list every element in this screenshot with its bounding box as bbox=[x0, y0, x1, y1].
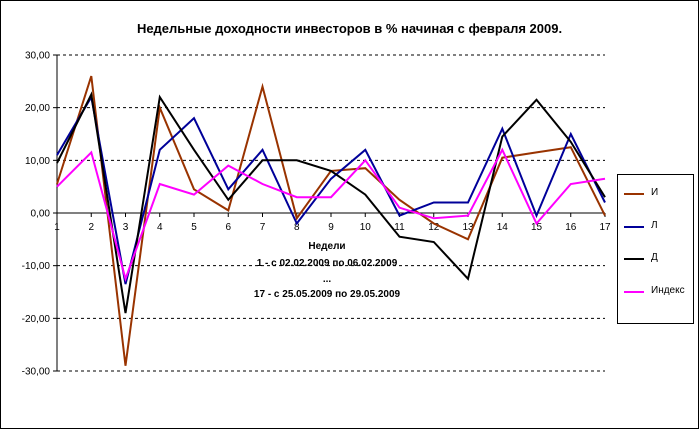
x-tick-label: 3 bbox=[123, 222, 129, 233]
legend-swatch bbox=[624, 226, 644, 228]
chart-legend: И Л Д Индекс bbox=[617, 174, 694, 324]
y-tick-label: -30,00 bbox=[22, 367, 51, 378]
x-tick-label: 2 bbox=[88, 222, 94, 233]
legend-swatch bbox=[624, 291, 644, 293]
axis-annotation: ... bbox=[323, 274, 332, 285]
legend-label: И bbox=[651, 187, 659, 198]
series-line bbox=[56, 91, 606, 314]
axis-annotation: 17 - с 25.05.2009 по 29.05.2009 bbox=[254, 289, 401, 300]
series-line bbox=[56, 94, 606, 285]
legend-swatch bbox=[624, 193, 644, 195]
legend-label: Д bbox=[651, 252, 658, 263]
x-tick-label: 1 bbox=[54, 222, 60, 233]
legend-swatch bbox=[624, 258, 644, 260]
y-tick-label: -10,00 bbox=[22, 261, 51, 272]
x-tick-label: 13 bbox=[462, 222, 474, 233]
x-tick-label: 10 bbox=[360, 222, 372, 233]
y-tick-label: 0,00 bbox=[31, 209, 51, 220]
x-tick-label: 6 bbox=[225, 222, 231, 233]
x-tick-label: 5 bbox=[191, 222, 197, 233]
axis-annotation: Недели bbox=[308, 241, 345, 252]
x-tick-label: 14 bbox=[497, 222, 509, 233]
y-tick-label: 10,00 bbox=[25, 156, 50, 167]
y-tick-label: 20,00 bbox=[25, 103, 50, 114]
x-tick-label: 16 bbox=[565, 222, 577, 233]
x-tick-label: 11 bbox=[394, 222, 405, 233]
axis-annotation: 1 - с 02.02.2009 по 06.02.2009 bbox=[257, 258, 398, 269]
legend-label: Л bbox=[651, 220, 658, 231]
x-tick-label: 15 bbox=[531, 222, 543, 233]
x-tick-label: 9 bbox=[328, 222, 334, 233]
x-tick-label: 8 bbox=[294, 222, 300, 233]
x-tick-label: 4 bbox=[157, 222, 163, 233]
y-tick-label: -20,00 bbox=[22, 314, 51, 325]
x-tick-label: 17 bbox=[599, 222, 611, 233]
series-line bbox=[56, 147, 606, 283]
x-tick-label: 7 bbox=[260, 222, 266, 233]
y-tick-label: 30,00 bbox=[25, 51, 50, 62]
x-tick-label: 12 bbox=[428, 222, 440, 233]
chart-title: Недельные доходности инвесторов в % начи… bbox=[136, 21, 563, 36]
legend-label: Индекс bbox=[651, 285, 685, 296]
